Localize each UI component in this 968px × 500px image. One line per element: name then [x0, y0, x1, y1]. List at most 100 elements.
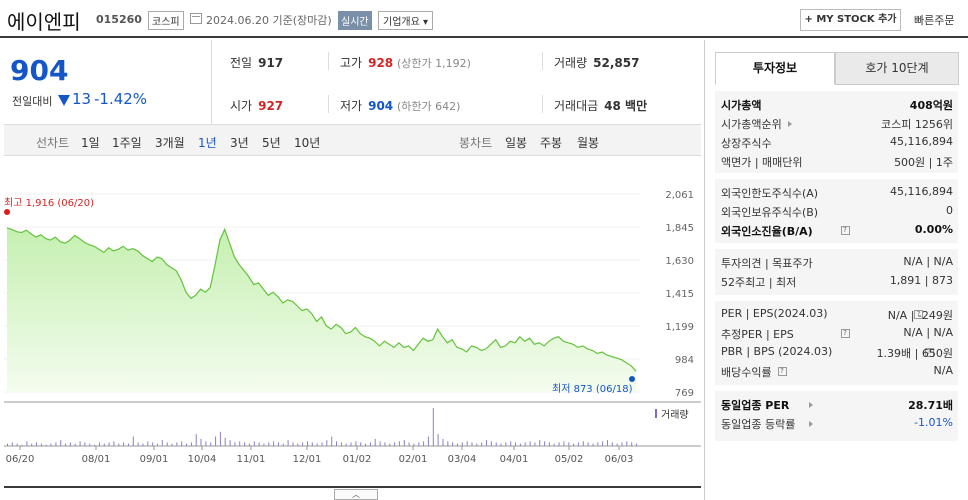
- x-tick-label: 09/01: [140, 454, 169, 465]
- low-price: 저가 904 (하한가 642): [340, 99, 461, 113]
- volume-bar: [40, 443, 42, 446]
- volume-bar: [326, 440, 328, 446]
- help-icon[interactable]: ?: [924, 348, 934, 357]
- candle-weekly[interactable]: 주봉: [540, 136, 563, 150]
- volume-bar: [563, 441, 565, 447]
- x-tick-label: 05/02: [555, 454, 584, 465]
- info-value: 코스피 1256위: [881, 118, 953, 131]
- volume-bar: [229, 440, 231, 446]
- max-point: [4, 209, 10, 215]
- tab-invest-info[interactable]: 투자정보: [715, 52, 835, 85]
- volume-bar: [128, 443, 129, 446]
- period-10y[interactable]: 10년: [294, 136, 321, 150]
- volume-bar: [45, 444, 47, 446]
- help-icon[interactable]: ?: [840, 226, 850, 235]
- info-value: 0.00%: [914, 223, 953, 236]
- expand-arrow-icon[interactable]: [809, 421, 813, 427]
- help-icon[interactable]: ?: [914, 310, 923, 319]
- period-1y[interactable]: 1년: [198, 136, 217, 150]
- info-value: N/A | N/A: [903, 326, 953, 339]
- expand-arrow-icon[interactable]: [809, 402, 813, 408]
- volume-bar: [515, 442, 516, 446]
- volume-bar: [74, 443, 76, 446]
- candle-monthly[interactable]: 월봉: [577, 136, 600, 150]
- industry-group: 동일업종 PER 28.71배 동일업종 등락률 -1.01%: [715, 391, 958, 441]
- tab-quote-10[interactable]: 호가 10단계: [835, 52, 959, 85]
- volume-bar: [21, 444, 23, 446]
- change-label: 전일대비: [12, 95, 53, 108]
- volume-bar: [161, 440, 163, 446]
- period-1d[interactable]: 1일: [81, 136, 100, 150]
- volume-bar: [79, 441, 81, 447]
- info-label: 투자의견 | 목표주가: [721, 257, 813, 270]
- volume: 거래량 52,857: [554, 56, 640, 70]
- volume-bar: [427, 436, 429, 446]
- volume-bar: [379, 441, 381, 447]
- y-tick-label: 984: [675, 355, 694, 366]
- info-row: 시가총액 408억원: [721, 97, 953, 115]
- help-icon[interactable]: ?: [777, 367, 787, 376]
- period-3m[interactable]: 3개월: [155, 136, 185, 150]
- volume-bar: [587, 442, 589, 446]
- volume-bar: [476, 443, 478, 446]
- period-1w[interactable]: 1주일: [112, 136, 142, 150]
- company-overview-dropdown[interactable]: 기업개요 ▾: [378, 11, 433, 30]
- volume-bar: [447, 441, 449, 447]
- volume-bar: [316, 443, 318, 446]
- volume-bar: [307, 441, 308, 447]
- volume-bar: [89, 443, 91, 446]
- volume-bar: [108, 442, 110, 446]
- info-row: 투자의견 | 목표주가 N/A | N/A: [721, 255, 953, 273]
- info-label: 추정PER | EPS: [721, 328, 794, 341]
- period-5y[interactable]: 5년: [262, 136, 281, 150]
- x-tick-label: 12/01: [293, 454, 322, 465]
- volume-bar: [55, 442, 57, 446]
- price-chart[interactable]: 2,061 1,845 1,630 1,415 1,199 984 769 최고 1,916…: [4, 156, 701, 486]
- volume-bar: [248, 443, 250, 446]
- info-row: PER | EPS(2024.03)? N/A | -249원: [721, 307, 953, 325]
- opinion-group: 투자의견 | 목표주가 N/A | N/A 52주최고 | 최저 1,891 | 87…: [715, 249, 958, 295]
- info-value: 0: [946, 204, 953, 217]
- x-tick-label: 04/01: [500, 454, 529, 465]
- volume-bar: [195, 434, 197, 446]
- calendar-icon: [190, 13, 202, 24]
- volume-bar: [219, 431, 221, 447]
- realtime-button[interactable]: 실시간: [338, 11, 372, 30]
- market-badge: 코스피: [148, 11, 184, 30]
- volume-bar: [65, 443, 67, 446]
- market-cap-group: 시가총액 408억원 시가총액순위 코스피 1256위 상장주식수 45,116,894 액…: [715, 91, 958, 173]
- divider: [328, 95, 329, 113]
- volume-bar: [437, 434, 439, 446]
- volume-bar: [336, 441, 337, 447]
- volume-bar: [311, 442, 313, 446]
- volume-bar: [505, 442, 507, 446]
- x-tick-label: 01/02: [343, 454, 372, 465]
- volume-bar: [394, 442, 396, 446]
- volume-bar: [568, 442, 570, 446]
- info-value: 45,116,894: [890, 135, 953, 148]
- x-tick-label: 11/01: [237, 454, 266, 465]
- volume-bar: [60, 440, 62, 446]
- x-tick-label: 03/04: [448, 454, 477, 465]
- volume-bar: [592, 443, 594, 446]
- info-value: N/A | -249원: [887, 309, 953, 322]
- expand-arrow-icon[interactable]: [788, 121, 792, 127]
- volume-bar: [7, 443, 8, 446]
- volume-bar: [423, 441, 425, 447]
- candle-daily[interactable]: 일봉: [505, 136, 528, 150]
- volume-bar: [544, 441, 546, 447]
- volume-bar: [258, 442, 260, 446]
- info-label: 동일업종 PER: [721, 399, 790, 412]
- help-icon[interactable]: ?: [840, 329, 850, 338]
- volume-bar: [457, 443, 458, 446]
- x-tick-label: 10/04: [188, 454, 217, 465]
- info-tabs: 투자정보 호가 10단계: [715, 52, 959, 85]
- info-value: 45,116,894: [890, 185, 953, 198]
- period-3y[interactable]: 3년: [230, 136, 249, 150]
- volume-bar: [103, 443, 105, 446]
- add-my-stock-button[interactable]: + MY STOCK 추가: [800, 9, 901, 31]
- info-label: 외국인소진율(B/A): [721, 225, 813, 238]
- quick-order-link[interactable]: 빠른주문: [914, 14, 955, 27]
- high-price: 고가 928 (상한가 1,192): [340, 56, 471, 70]
- collapse-chevron-icon[interactable]: ︿: [334, 489, 378, 500]
